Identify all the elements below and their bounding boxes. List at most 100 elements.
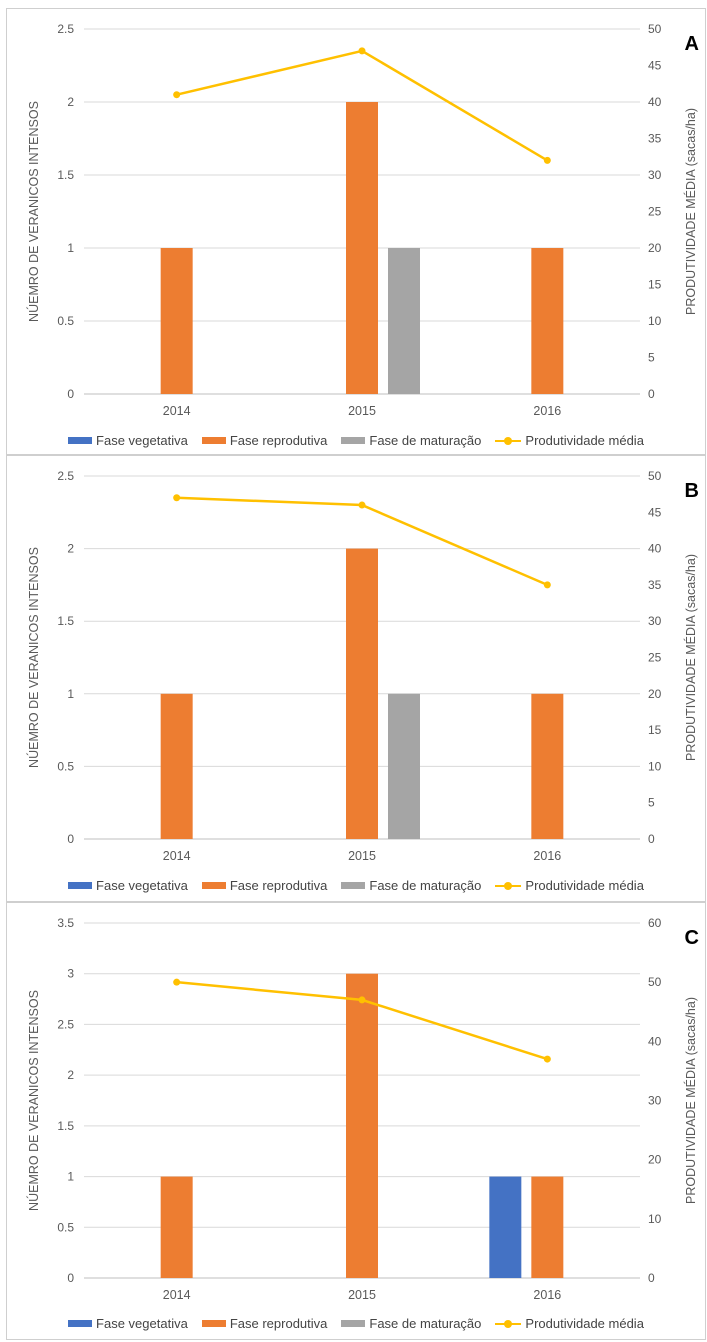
bar-reprodutiva bbox=[160, 1176, 193, 1278]
y2-tick-label: 20 bbox=[648, 1153, 662, 1167]
y2-tick-label: 50 bbox=[648, 22, 662, 36]
legend-item-produtividade: Produtividade média bbox=[495, 433, 644, 448]
point-produtividade bbox=[358, 501, 366, 509]
y2-tick-label: 40 bbox=[648, 1034, 662, 1048]
y2-tick-label: 35 bbox=[648, 132, 662, 146]
x-tick-label: 2014 bbox=[163, 1288, 191, 1302]
legend-label: Produtividade média bbox=[525, 1316, 644, 1331]
y-tick-label: 1.5 bbox=[57, 168, 74, 182]
legend-item-reprodutiva: Fase reprodutiva bbox=[201, 433, 328, 448]
bar-reprodutiva bbox=[346, 102, 378, 394]
chart-c-svg: 0 0.5 1 1.5 2 2.5 3 3.5 0 10 20 30 40 50 60 NÚEMRO DE V… bbox=[26, 916, 698, 1302]
legend-item-vegetativa: Fase vegetativa bbox=[68, 1316, 188, 1331]
legend-item-produtividade: Produtividade média bbox=[495, 878, 644, 893]
legend-label: Fase reprodutiva bbox=[229, 433, 328, 448]
y2-tick-label: 15 bbox=[648, 723, 662, 737]
x-tick-label: 2014 bbox=[163, 404, 191, 418]
y2-tick-label: 10 bbox=[648, 1212, 662, 1226]
y-tick-label: 1 bbox=[67, 241, 74, 255]
y2-tick-label: 0 bbox=[648, 832, 655, 846]
y-tick-label: 2.5 bbox=[57, 22, 74, 36]
legend-label: Fase de maturação bbox=[369, 878, 482, 893]
y-axis-title: NÚEMRO DE VERANICOS INTENSOS bbox=[26, 990, 41, 1211]
y-tick-label: 3.5 bbox=[57, 916, 74, 930]
swatch-vegetativa bbox=[68, 1320, 93, 1327]
y-tick-label: 0 bbox=[67, 832, 74, 846]
legend-label: Produtividade média bbox=[525, 878, 644, 893]
legend-item-vegetativa: Fase vegetativa bbox=[68, 878, 188, 893]
bar-reprodutiva bbox=[531, 248, 564, 394]
y-tick-label: 0.5 bbox=[57, 1220, 74, 1234]
y-tick-label: 2 bbox=[67, 1068, 74, 1082]
point-produtividade bbox=[173, 494, 181, 502]
y2-axis-title: PRODUTIVIDADE MÉDIA (sacas/ha) bbox=[683, 554, 698, 761]
point-produtividade bbox=[543, 1055, 551, 1063]
y2-tick-label: 50 bbox=[648, 469, 662, 483]
y-tick-label: 2.5 bbox=[57, 469, 74, 483]
legend-b: Fase vegetativa Fase reprodutiva Fase de… bbox=[7, 878, 705, 893]
legend-a: Fase vegetativa Fase reprodutiva Fase de… bbox=[7, 433, 705, 448]
y-tick-label: 1 bbox=[67, 1170, 74, 1184]
panel-label-c: C bbox=[684, 927, 699, 949]
y2-tick-label: 15 bbox=[648, 278, 662, 292]
swatch-maturacao bbox=[341, 437, 366, 444]
legend-label: Fase reprodutiva bbox=[229, 878, 328, 893]
y2-tick-label: 25 bbox=[648, 651, 662, 665]
y-axis-title: NÚEMRO DE VERANICOS INTENSOS bbox=[26, 547, 41, 768]
bar-reprodutiva bbox=[346, 548, 378, 839]
point-produtividade bbox=[543, 581, 551, 589]
chart-a-svg: 0 0.5 1 1.5 2 2.5 0 5 10 15 20 25 30 35 40 45 50 NÚEMRO D… bbox=[26, 22, 698, 418]
point-produtividade bbox=[358, 996, 366, 1004]
y-tick-label: 2 bbox=[67, 542, 74, 556]
swatch-reprodutiva bbox=[201, 882, 226, 889]
legend-item-produtividade: Produtividade média bbox=[495, 1316, 644, 1331]
swatch-produtividade bbox=[495, 881, 522, 890]
y2-tick-label: 30 bbox=[648, 168, 662, 182]
y-tick-label: 2 bbox=[67, 95, 74, 109]
y2-tick-label: 60 bbox=[648, 916, 662, 930]
y-tick-label: 1.5 bbox=[57, 614, 74, 628]
y-tick-label: 0 bbox=[67, 1271, 74, 1285]
legend-item-reprodutiva: Fase reprodutiva bbox=[201, 878, 328, 893]
legend-label: Fase vegetativa bbox=[96, 1316, 188, 1331]
swatch-vegetativa bbox=[68, 882, 93, 889]
y-tick-label: 0 bbox=[67, 387, 74, 401]
y2-tick-label: 0 bbox=[648, 387, 655, 401]
swatch-vegetativa bbox=[68, 437, 93, 444]
swatch-maturacao bbox=[341, 1320, 366, 1327]
point-produtividade bbox=[173, 91, 181, 99]
y2-tick-label: 20 bbox=[648, 687, 662, 701]
legend-item-maturacao: Fase de maturação bbox=[341, 878, 481, 893]
y2-tick-label: 0 bbox=[648, 1271, 655, 1285]
y2-tick-label: 40 bbox=[648, 542, 662, 556]
legend-label: Fase vegetativa bbox=[96, 878, 188, 893]
legend-item-reprodutiva: Fase reprodutiva bbox=[201, 1316, 328, 1331]
bar-maturacao bbox=[388, 693, 420, 839]
legend-label: Produtividade média bbox=[525, 433, 644, 448]
y2-axis-title: PRODUTIVIDADE MÉDIA (sacas/ha) bbox=[683, 997, 698, 1204]
y-tick-label: 1 bbox=[67, 687, 74, 701]
bar-reprodutiva bbox=[346, 973, 378, 1278]
bar-reprodutiva bbox=[160, 693, 193, 839]
legend-item-maturacao: Fase de maturação bbox=[341, 433, 481, 448]
point-produtividade bbox=[358, 47, 366, 55]
x-tick-label: 2016 bbox=[533, 404, 561, 418]
legend-label: Fase reprodutiva bbox=[229, 1316, 328, 1331]
legend-label: Fase de maturação bbox=[369, 1316, 482, 1331]
bar-reprodutiva bbox=[160, 248, 193, 394]
x-tick-label: 2016 bbox=[533, 1288, 561, 1302]
panel-label-b: B bbox=[684, 480, 699, 502]
x-tick-label: 2015 bbox=[348, 404, 376, 418]
swatch-reprodutiva bbox=[201, 437, 226, 444]
y2-tick-label: 30 bbox=[648, 1094, 662, 1108]
legend-label: Fase de maturação bbox=[369, 433, 482, 448]
y-tick-label: 0.5 bbox=[57, 314, 74, 328]
y-tick-label: 3 bbox=[67, 967, 74, 981]
y-tick-label: 0.5 bbox=[57, 759, 74, 773]
y2-tick-label: 5 bbox=[648, 351, 655, 365]
chart-panel-b: 0 0.5 1 1.5 2 2.5 0 5 10 15 20 25 30 35 40 45 50 NÚEMRO D… bbox=[6, 455, 706, 902]
y-axis-title: NÚEMRO DE VERANICOS INTENSOS bbox=[26, 101, 41, 322]
y2-tick-label: 45 bbox=[648, 505, 662, 519]
point-produtividade bbox=[543, 156, 551, 164]
legend-c: Fase vegetativa Fase reprodutiva Fase de… bbox=[7, 1316, 705, 1331]
